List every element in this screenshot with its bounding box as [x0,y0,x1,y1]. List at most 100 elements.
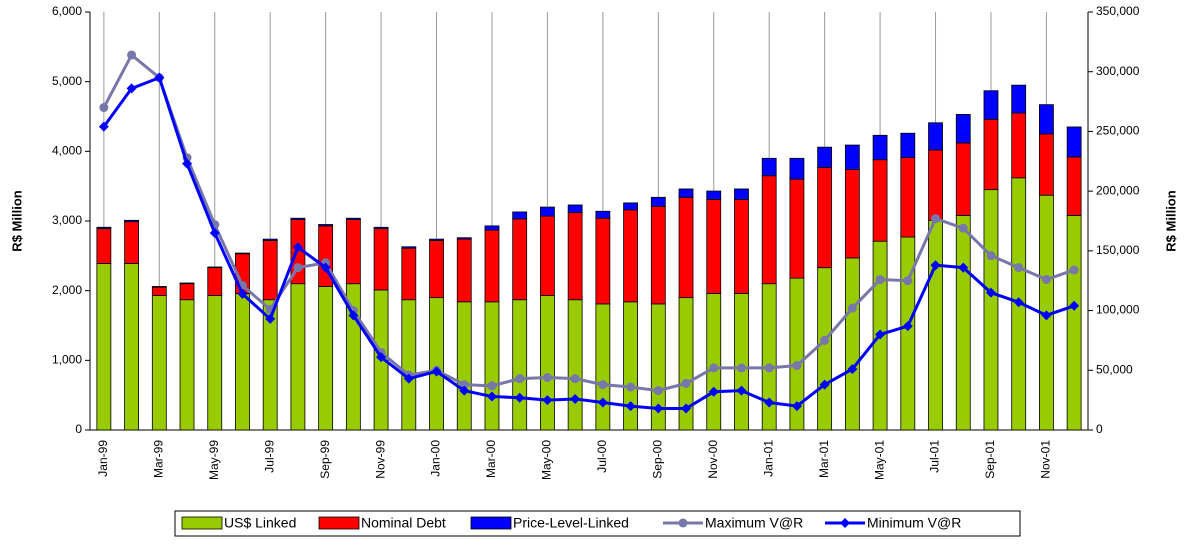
bar-segment [955,215,971,431]
bar-segment [96,226,112,230]
y-tick-label: 4,000 [52,144,82,158]
bar-segment [345,217,361,221]
line-marker [403,373,414,384]
bar-segment [1039,104,1054,135]
bar-segment [429,297,444,431]
bar-segment [401,247,417,301]
bar-segment [761,175,777,285]
bar-segment [928,122,943,151]
bar-segment [872,134,888,161]
bar-segment [761,157,777,177]
bar-segment [373,226,389,230]
bar-segment [761,283,777,431]
line-marker [126,83,137,94]
x-tick-label: Sep-00 [650,440,664,479]
line-marker [847,364,858,375]
x-tick-label: Jul-99 [262,440,276,473]
bar-segment [512,299,528,431]
line-marker [764,363,774,373]
line-marker [487,381,497,391]
line-marker [681,378,691,388]
line-marker [958,223,968,233]
legend-label: Nominal Debt [361,515,446,531]
bar-segment [706,293,722,431]
bar-segment [124,219,139,223]
bar-segment [844,257,860,431]
bar-segment [151,286,167,296]
line-marker [237,288,248,299]
bar-segment [955,142,971,216]
x-tick-label: Mar-00 [484,440,498,478]
line-marker [570,393,581,404]
bar-segment [484,301,500,431]
legend-label: Minimum V@R [867,515,961,531]
bar-segment [401,299,417,431]
bar-segment [928,149,943,221]
bar-segment [429,238,444,241]
x-tick-label: Mar-01 [817,440,831,478]
bar-segment [900,236,916,431]
y-tick-label: 2,000 [52,283,82,297]
x-tick-label: Nov-01 [1039,440,1053,479]
line-marker [98,121,109,132]
legend-marker [678,518,688,528]
x-tick-label: Sep-99 [318,440,332,479]
line-marker [292,242,303,253]
line-marker [626,382,636,392]
line-marker [847,303,857,313]
bar-segment [595,217,611,305]
line-marker [209,227,220,238]
line-marker [515,374,525,384]
line [102,75,1075,411]
line-marker [99,103,109,113]
line-marker [1069,300,1080,311]
line-marker [1069,265,1079,275]
bar-segment [484,225,500,231]
bar-segment [1066,126,1082,158]
bar-segment [456,301,472,431]
bar-segment [401,246,417,249]
line-marker [598,380,608,390]
bar-segment [179,282,195,285]
line-marker [653,403,664,414]
y-tick-label: 6,000 [52,4,82,18]
line-marker [265,313,276,324]
line-marker [570,374,580,384]
legend-box [174,510,1021,537]
line-marker [819,379,830,390]
bar-segment [678,188,694,198]
bar-segment [983,189,999,431]
x-tick-label: Mar-99 [151,440,165,478]
bar-segment [179,299,195,431]
y2-tick-label: 50,000 [1096,362,1133,376]
line [102,52,1075,393]
x-tick-label: Jul-00 [595,440,609,473]
bar-segment [567,212,583,301]
line-marker [293,263,303,273]
bar-segment [595,303,611,431]
bar-segment [207,266,223,269]
bar-segment [1011,112,1027,179]
bar-segment [706,190,722,200]
bar-segment [318,224,334,227]
line-marker [1041,310,1052,321]
bar-segment [789,178,805,279]
bar-segment [734,199,749,294]
bar-segment [650,205,666,305]
line-marker [902,321,913,332]
y-axis-title: R$ Million [9,190,24,251]
line-marker [542,395,553,406]
bar-segment [124,263,139,431]
y2-tick-label: 150,000 [1096,243,1140,257]
line-marker [764,397,775,408]
y2-axis-title: R$ Million [1163,190,1178,251]
y2-tick-label: 350,000 [1096,4,1140,18]
line-marker [459,385,470,396]
bar-segment [456,237,472,240]
line-marker [736,363,746,373]
legend-label: US$ Linked [224,515,296,531]
x-tick-label: Sep-01 [983,440,997,479]
bar-segment [96,228,112,264]
bar-segment [650,196,666,207]
bar-segment [124,221,139,264]
